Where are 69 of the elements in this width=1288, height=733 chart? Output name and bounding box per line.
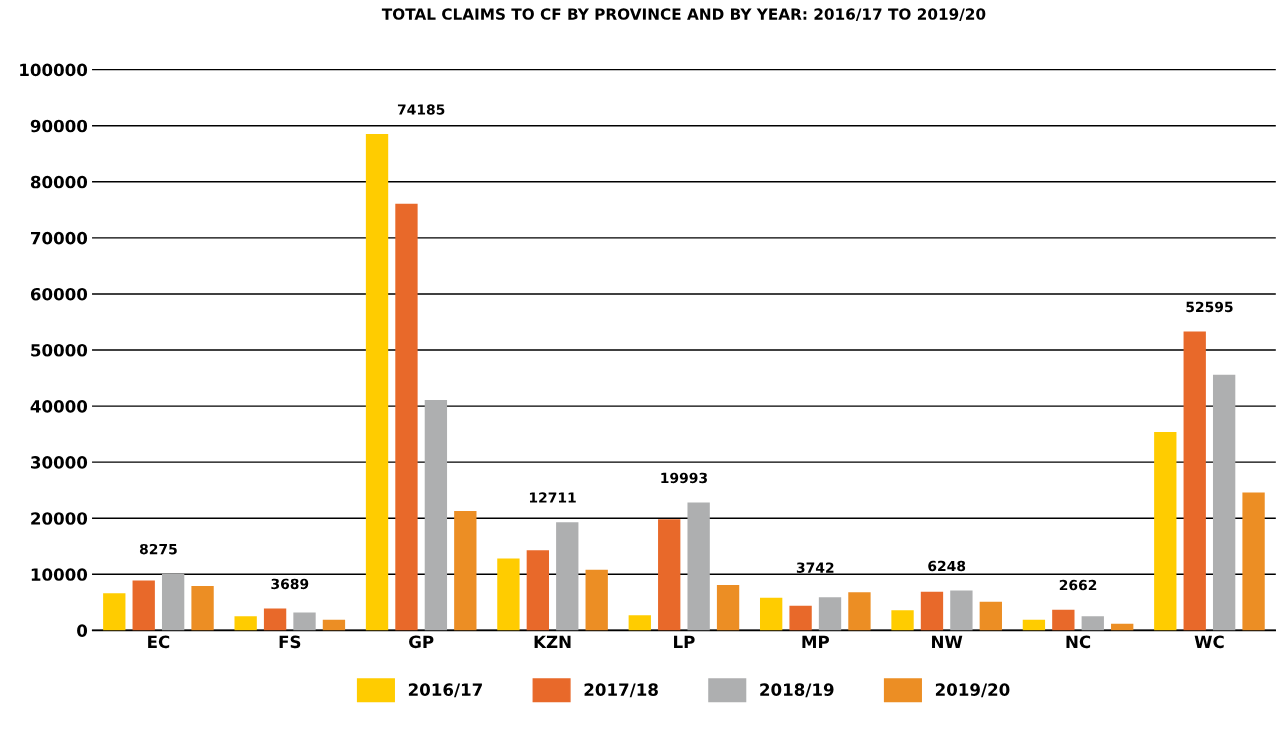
bar bbox=[103, 593, 126, 631]
bar bbox=[1242, 492, 1265, 631]
x-tick-label: NW bbox=[932, 635, 963, 648]
bar bbox=[191, 586, 214, 631]
x-tick-label: GP bbox=[409, 635, 434, 649]
x-tick-label: NC bbox=[1066, 635, 1091, 649]
bar bbox=[365, 134, 389, 631]
y-tick-label: 30000 bbox=[31, 456, 88, 469]
bar bbox=[979, 601, 1002, 631]
y-tick-label: 80000 bbox=[30, 175, 88, 189]
y-tick-label: 10000 bbox=[31, 568, 88, 581]
bar bbox=[687, 502, 710, 631]
y-tick-label: 60000 bbox=[30, 287, 88, 301]
bar bbox=[454, 510, 477, 631]
annotation: 12711 bbox=[529, 492, 576, 503]
annotation: 3742 bbox=[796, 562, 834, 573]
bar bbox=[161, 573, 185, 631]
bar bbox=[920, 591, 944, 631]
legend-label: 2017/18 bbox=[584, 683, 658, 698]
bar bbox=[497, 558, 520, 631]
annotation: 3689 bbox=[271, 578, 309, 590]
bar bbox=[658, 519, 681, 631]
legend-label: 2018/19 bbox=[760, 683, 834, 698]
x-tick-label: WC bbox=[1194, 635, 1224, 649]
bar bbox=[1154, 431, 1177, 631]
x-tick-label: FS bbox=[279, 635, 301, 649]
annotation: 74185 bbox=[397, 104, 445, 115]
annotation: 6248 bbox=[928, 560, 966, 572]
bar bbox=[263, 608, 287, 631]
annotation: 19993 bbox=[661, 472, 707, 484]
bar bbox=[424, 399, 448, 631]
y-tick-label: 70000 bbox=[31, 231, 88, 245]
bar bbox=[322, 619, 346, 631]
legend-label: 2016/17 bbox=[408, 683, 482, 698]
bar bbox=[891, 610, 914, 631]
bar bbox=[132, 580, 155, 631]
bar bbox=[395, 203, 418, 631]
annotation: 52595 bbox=[1186, 301, 1233, 313]
bar bbox=[759, 597, 783, 631]
y-tick-label: 20000 bbox=[31, 512, 88, 525]
bar bbox=[1022, 619, 1046, 631]
bar bbox=[1081, 616, 1104, 631]
bar bbox=[716, 584, 740, 631]
chart-title: TOTAL CLAIMS TO CF BY PROVINCE AND BY YEAR: 2016/17 TO 2019/20 bbox=[381, 8, 986, 22]
bar bbox=[234, 616, 257, 631]
x-tick-label: KZN bbox=[534, 635, 571, 648]
bar bbox=[950, 590, 973, 631]
x-tick-label: EC bbox=[148, 635, 170, 649]
y-tick-label: 100000 bbox=[20, 63, 88, 77]
bar bbox=[585, 569, 608, 631]
x-tick-label: MP bbox=[802, 635, 830, 648]
x-tick-label: LP bbox=[674, 635, 695, 648]
bar bbox=[1183, 331, 1206, 631]
bar bbox=[789, 605, 812, 631]
legend-label: 2019/20 bbox=[935, 683, 1010, 698]
y-tick-label: 50000 bbox=[31, 343, 88, 357]
annotation: 8275 bbox=[139, 543, 177, 555]
bar bbox=[628, 615, 651, 631]
bar bbox=[293, 612, 316, 631]
y-tick-label: 90000 bbox=[30, 119, 88, 133]
bar bbox=[1212, 374, 1236, 631]
y-tick-label: 40000 bbox=[30, 400, 88, 413]
bar bbox=[556, 522, 579, 631]
annotation: 2662 bbox=[1059, 579, 1097, 591]
bar bbox=[526, 550, 549, 631]
bar bbox=[1052, 609, 1075, 631]
bar bbox=[818, 597, 842, 631]
y-tick-label: 0 bbox=[77, 624, 88, 637]
bar bbox=[848, 592, 871, 631]
